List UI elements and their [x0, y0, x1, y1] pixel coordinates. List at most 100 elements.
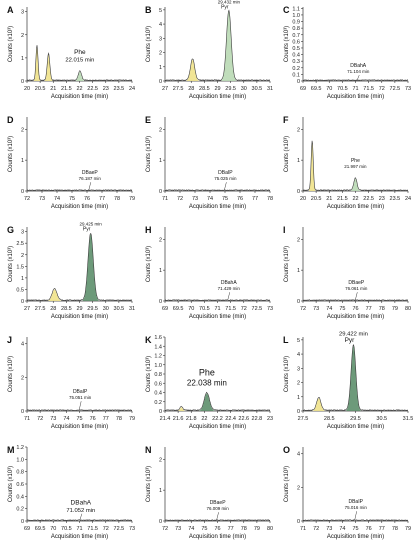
panel-c: C 00.10.20.30.40.50.60.70.80.91.01.1 69 69.…: [283, 5, 411, 100]
x-tick-label: 24: [405, 196, 411, 202]
y-tick-label: 0: [21, 519, 24, 525]
compound-name: DBaeP: [82, 170, 99, 176]
peak-area-green: [75, 71, 85, 81]
x-tick-label: 73: [129, 526, 135, 532]
x-tick-label: 77: [366, 306, 372, 312]
y-tick-label: 1: [297, 158, 300, 164]
x-tick-label: 30: [103, 306, 109, 312]
y-tick-label: 1.0: [154, 363, 162, 369]
compound-name: DBaIP: [348, 499, 363, 505]
peak-area-green: [221, 11, 236, 81]
x-tick-label: 72: [300, 306, 306, 312]
y-tick-label: 2: [297, 381, 300, 387]
x-tick-label: 77: [103, 416, 109, 422]
retention-time: 71.052 min: [66, 508, 95, 514]
x-tick-label: 72: [177, 196, 183, 202]
x-tick-label: 71: [76, 526, 82, 532]
x-tick-label: 30: [241, 86, 247, 92]
x-tick-label: 76: [352, 306, 358, 312]
x-tick-label: 74: [326, 306, 332, 312]
y-tick-label: 2: [21, 253, 24, 259]
y-tick-label: 5: [159, 8, 162, 14]
x-tick-label: 71.5: [87, 526, 98, 532]
peak-area-yellow: [186, 59, 199, 81]
panel-letter: H: [145, 225, 152, 235]
chromatogram-trace: [164, 391, 271, 411]
x-tick-label: 74: [188, 526, 194, 532]
x-tick-label: 71.5: [225, 306, 236, 312]
panel-letter: F: [283, 115, 289, 125]
x-tick-label: 28: [188, 86, 194, 92]
y-tick-label: 5: [297, 338, 300, 344]
y-tick-label: 2: [297, 237, 300, 243]
x-tick-label: 78: [241, 526, 247, 532]
y-tick-label: 0.3: [292, 59, 300, 65]
compound-name: DBaeP: [348, 280, 365, 286]
y-tick-label: 1: [21, 56, 24, 62]
x-tick-label: 70.5: [199, 306, 210, 312]
chromatogram-trace: [26, 45, 133, 81]
x-tick-label: 71: [162, 196, 168, 202]
chromatogram-trace: [302, 519, 409, 521]
y-tick-label: 0.2: [292, 66, 300, 72]
y-tick-label: 2: [159, 127, 162, 133]
y-axis-label: Counts (x10³): [8, 246, 14, 282]
x-tick-label: 75: [352, 526, 358, 532]
x-tick-label: 69.5: [311, 86, 322, 92]
retention-time: 22.015 min: [65, 57, 94, 63]
chromatogram-trace: [26, 409, 133, 411]
panel-letter: M: [7, 445, 15, 455]
y-tick-label: 0: [159, 409, 162, 415]
chromatogram-trace: [164, 189, 271, 191]
panel-h: H 0 1 2 69 69.5 70 70.5 71 71.5 72 72.5 73 Acquisitio…: [145, 225, 273, 320]
x-tick-label: 69: [162, 306, 168, 312]
panel-letter: B: [145, 5, 152, 15]
x-tick-label: 72.5: [390, 86, 401, 92]
x-tick-label: 76: [90, 416, 96, 422]
y-tick-label: 0.1: [292, 72, 300, 78]
y-axis-label: Counts (x10³): [146, 136, 152, 172]
panel-n: N 0 1 2 72 73 74 75 76 77 78 79 80 Acquisition time (…: [145, 445, 273, 540]
x-tick-label: 23: [267, 416, 273, 422]
y-tick-label: 1.2: [154, 354, 162, 360]
y-tick-label: 0.6: [154, 381, 162, 387]
panel-letter: N: [145, 445, 152, 455]
x-tick-label: 70: [50, 526, 56, 532]
y-tick-label: 2: [297, 127, 300, 133]
panel-d: D 0 1 2 72 73 74 75 76 77 78 79 Acquisition time (mi…: [7, 115, 135, 210]
y-axis-label: Counts (x10³): [146, 246, 152, 282]
retention-time: 71.429 min: [218, 286, 241, 291]
x-tick-label: 69: [300, 86, 306, 92]
y-tick-label: 0.6: [292, 39, 300, 45]
x-axis-label: Acquisition time (min): [51, 314, 108, 320]
y-tick-label: 1: [159, 65, 162, 71]
peak-area-yellow: [177, 407, 186, 411]
y-axis-label: Counts (x10³): [284, 246, 290, 282]
y-tick-label: 2: [21, 127, 24, 133]
x-tick-label: 21.8: [186, 416, 197, 422]
x-tick-label: 29: [214, 86, 220, 92]
x-tick-label: 21.4: [160, 416, 171, 422]
x-tick-label: 21.5: [337, 196, 348, 202]
retention-time: 71.104 min: [347, 69, 370, 74]
x-axis-label: Acquisition time (min): [189, 94, 246, 100]
y-axis-label: Counts (x10³): [284, 136, 290, 172]
x-tick-label: 29.5: [225, 86, 236, 92]
y-tick-label: 3: [21, 10, 24, 16]
y-tick-label: 1.4: [154, 344, 162, 350]
x-axis-label: Acquisition time (min): [327, 94, 384, 100]
x-tick-label: 21.6: [173, 416, 184, 422]
y-axis-label: Counts (x10³): [8, 466, 14, 502]
y-tick-label: 2: [21, 375, 24, 381]
panel-b: B 0 1 2 3 4 5 27 27.5 28 28.5 29 29.5 30 30.5 31 Acquisi…: [145, 0, 273, 100]
y-axis-label: Counts (x10³): [146, 26, 152, 62]
panel-j: J 0 2 4 71 72 73 74 75 76 77 78 79 Acquisition time (…: [7, 335, 135, 430]
annotation-pointer: [78, 401, 82, 411]
x-tick-label: 24: [129, 86, 135, 92]
x-tick-label: 72: [37, 416, 43, 422]
annotation-pointer: [227, 292, 231, 301]
y-axis-label: Counts (x10³): [8, 356, 14, 392]
peak-area-yellow: [312, 398, 326, 411]
x-tick-label: 23: [379, 196, 385, 202]
